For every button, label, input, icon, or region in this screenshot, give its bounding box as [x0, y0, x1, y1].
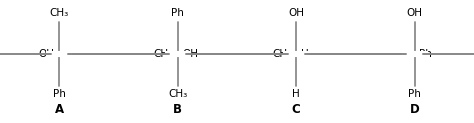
- Text: A: A: [55, 103, 64, 116]
- Text: B: B: [173, 103, 182, 116]
- Text: Ph: Ph: [408, 89, 421, 99]
- Text: OH: OH: [182, 49, 199, 59]
- Text: OH: OH: [407, 8, 423, 18]
- Text: CH₃: CH₃: [154, 49, 173, 59]
- Text: D: D: [410, 103, 419, 116]
- Text: C: C: [292, 103, 301, 116]
- Text: Ph: Ph: [53, 89, 66, 99]
- Text: CH₃: CH₃: [168, 89, 187, 99]
- Text: Ph: Ph: [171, 8, 184, 18]
- Text: OH: OH: [288, 8, 304, 18]
- Text: OH: OH: [38, 49, 55, 59]
- Text: CH₃: CH₃: [50, 8, 69, 18]
- Text: Ph: Ph: [419, 49, 432, 59]
- Text: H: H: [301, 49, 309, 59]
- Text: H: H: [292, 89, 300, 99]
- Text: CH₃: CH₃: [272, 49, 292, 59]
